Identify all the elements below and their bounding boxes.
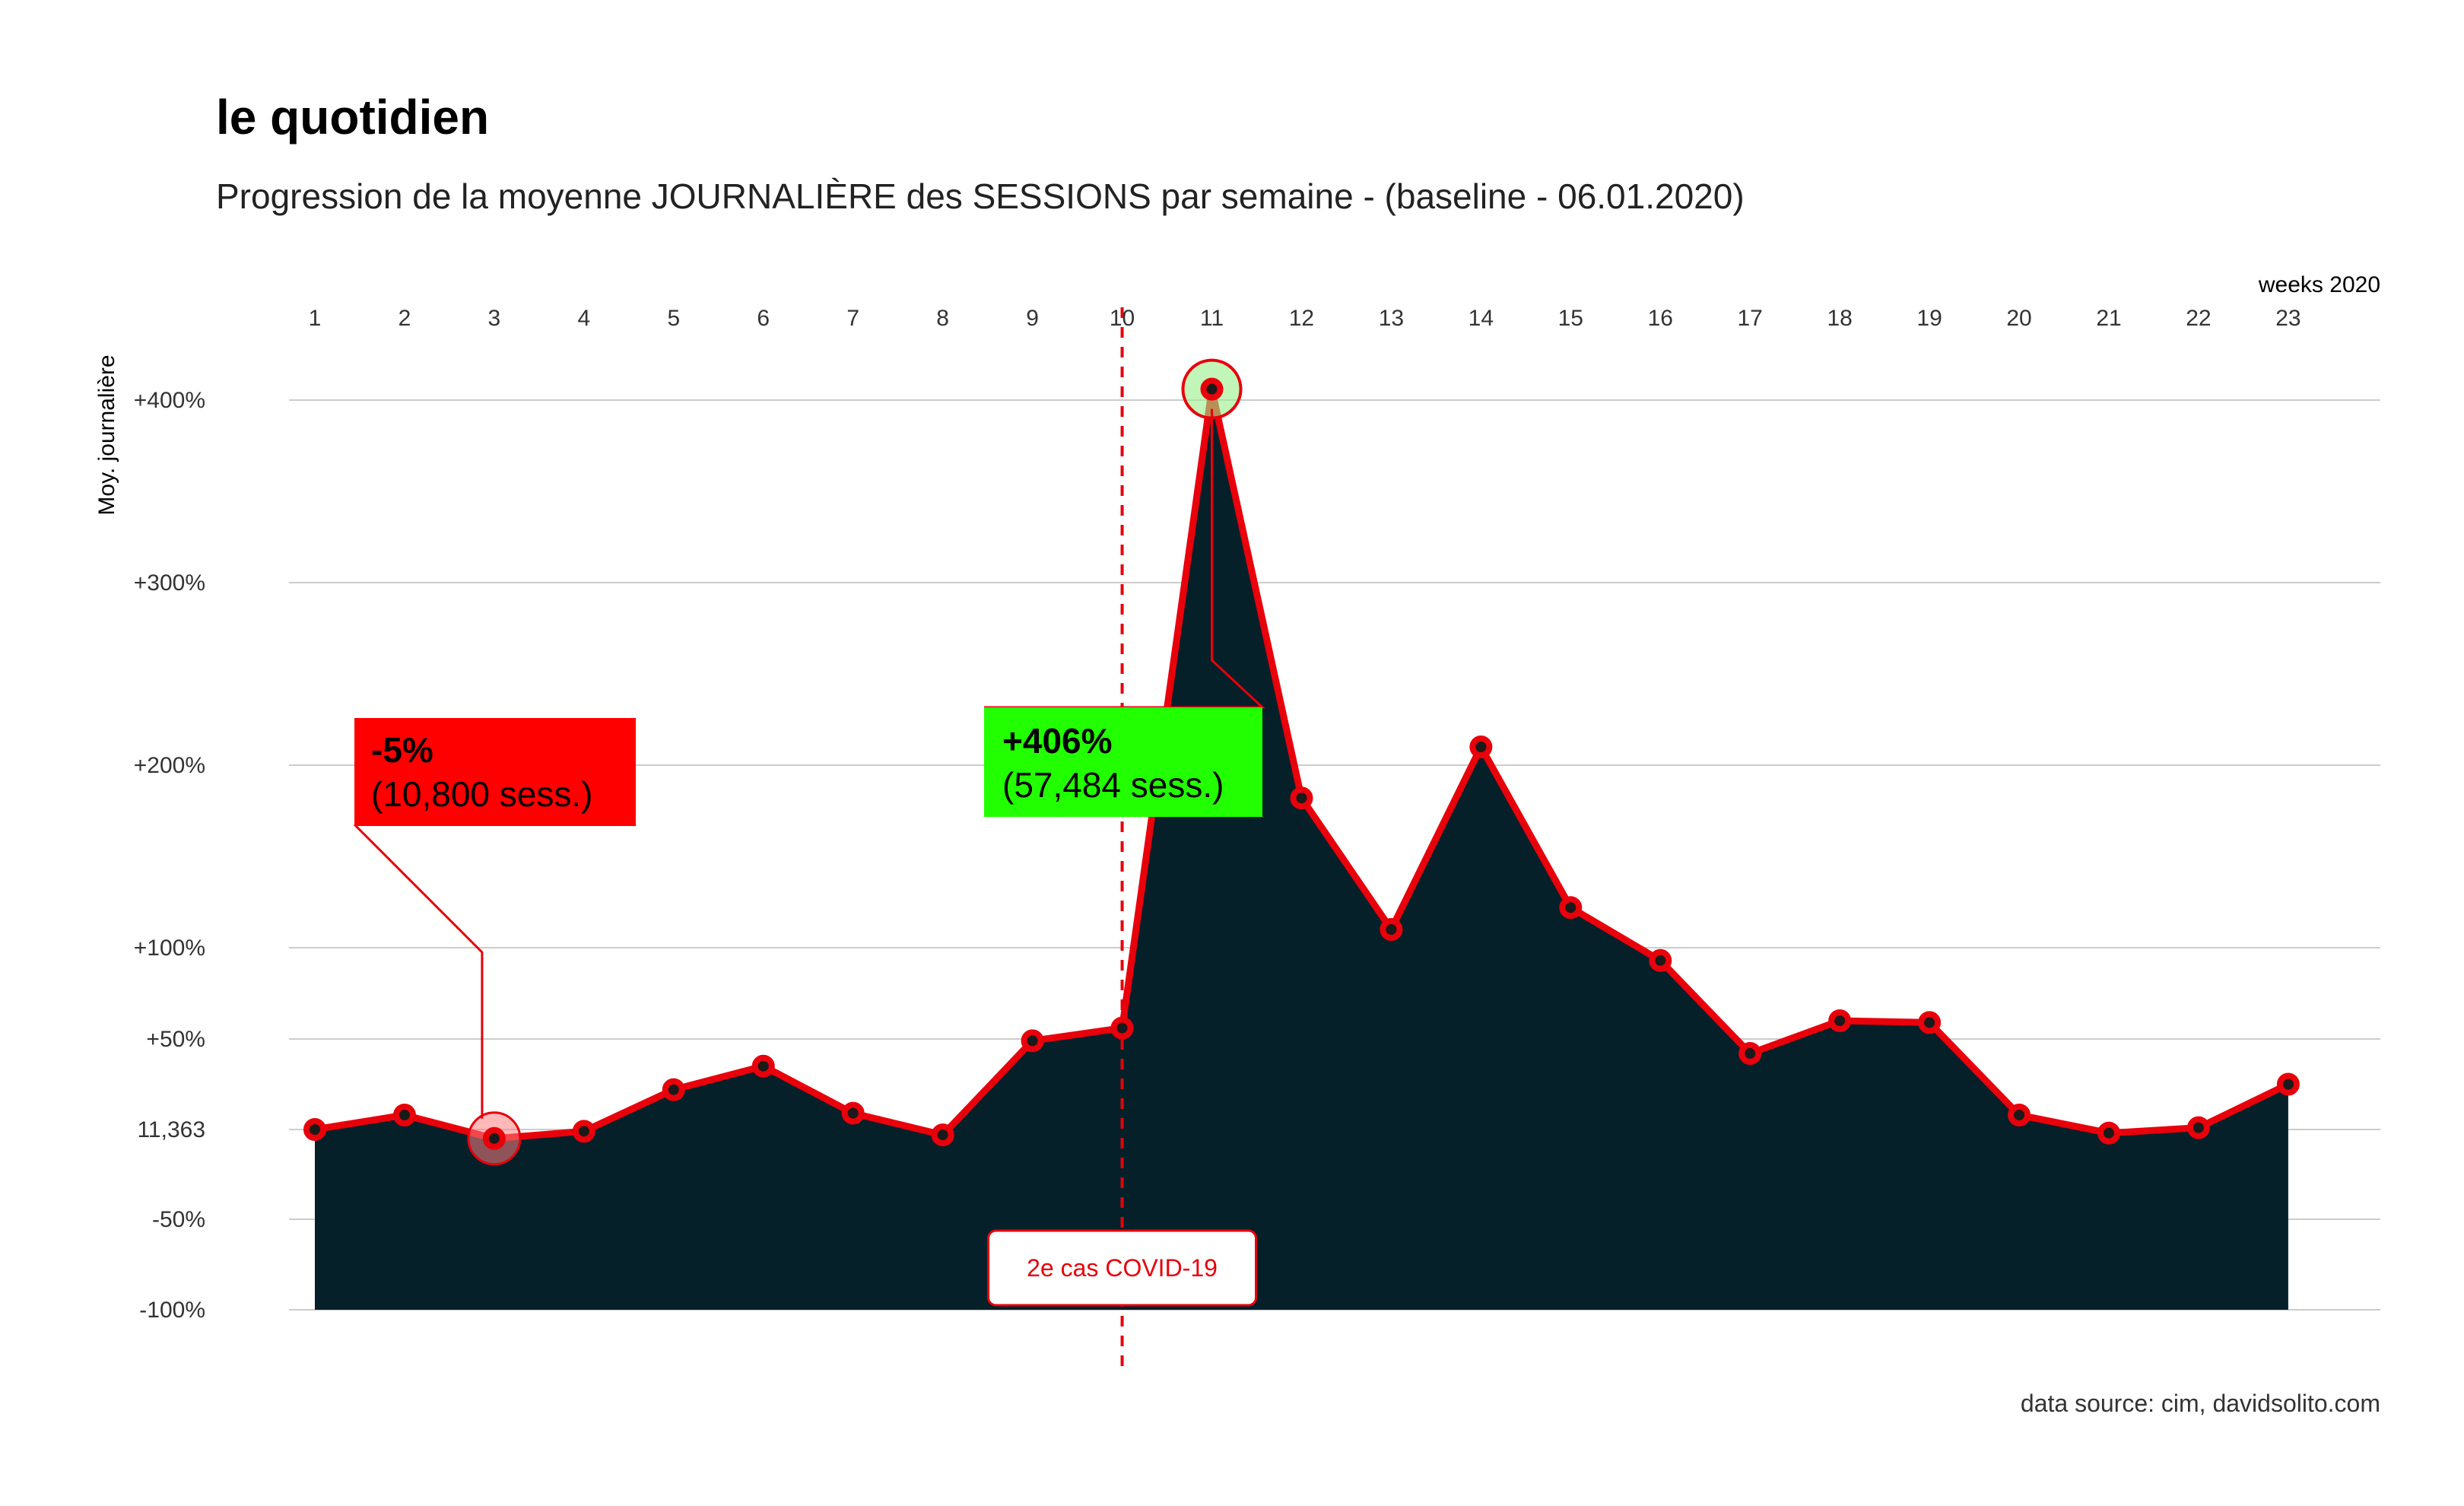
- data-point: [1469, 736, 1493, 758]
- x-tick-label: 9: [1026, 306, 1039, 331]
- x-tick-label: 7: [846, 306, 859, 331]
- axis-layer: -100% -50% 11,363 +50% +100% +200% +300% +400% 1…: [134, 306, 2301, 1323]
- y-tick-label: -50%: [152, 1207, 205, 1232]
- chart-caption: data source: cim, davidsolito.com: [2021, 1390, 2380, 1417]
- x-tick-label: 21: [2096, 306, 2121, 331]
- x-tick-label: 5: [667, 306, 680, 331]
- covid-event-label: 2e cas COVID-19: [1027, 1254, 1218, 1282]
- max-label-box: [984, 707, 1262, 817]
- data-point: [931, 1123, 954, 1147]
- x-tick-label: 16: [1648, 306, 1673, 331]
- x-tick-label: 15: [1558, 306, 1583, 331]
- x-tick-label: 18: [1827, 306, 1852, 331]
- data-point: [392, 1103, 416, 1126]
- area-fill: [315, 389, 2288, 1311]
- x-tick-label: 8: [936, 306, 949, 331]
- y-axis-title: Moy. journalière: [94, 354, 119, 515]
- data-point: [482, 1126, 506, 1150]
- data-point: [1021, 1029, 1044, 1053]
- data-point: [2186, 1116, 2210, 1139]
- min-sessions-label: (10,800 sess.): [371, 774, 592, 814]
- chart-title: le quotidien: [216, 90, 489, 145]
- x-tick-label: 14: [1469, 306, 1494, 331]
- y-tick-label: +100%: [134, 936, 205, 961]
- y-tick-label: +300%: [134, 570, 205, 596]
- data-point: [2008, 1103, 2031, 1126]
- x-tick-label: 22: [2186, 306, 2211, 331]
- data-point: [662, 1078, 685, 1101]
- data-point: [1290, 786, 1313, 810]
- data-point: [1200, 377, 1224, 401]
- x-tick-label: 19: [1916, 306, 1942, 331]
- min-label-box: [354, 718, 636, 826]
- y-tick-label: +400%: [134, 388, 205, 413]
- x-axis-title: weeks 2020: [2258, 272, 2380, 297]
- x-tick-label: 13: [1379, 306, 1404, 331]
- y-tick-label: +200%: [134, 753, 205, 778]
- x-tick-label: 6: [757, 306, 770, 331]
- max-pct-label: +406%: [1002, 721, 1113, 761]
- data-point: [572, 1120, 595, 1143]
- covid-event-layer: 2e cas COVID-19: [987, 307, 1258, 1366]
- data-point: [751, 1054, 775, 1078]
- line-layer: [303, 358, 2300, 1166]
- y-tick-label: 11,363: [137, 1117, 205, 1142]
- data-point: [1649, 948, 1672, 972]
- x-tick-label: 2: [398, 306, 411, 331]
- x-tick-label: 11: [1200, 306, 1224, 331]
- x-tick-label: 10: [1110, 306, 1135, 331]
- data-point: [1828, 1009, 1852, 1032]
- x-tick-label: 17: [1738, 306, 1763, 331]
- x-tick-label: 12: [1289, 306, 1314, 331]
- max-sessions-label: (57,484 sess.): [1002, 765, 1224, 805]
- data-point: [1110, 1016, 1134, 1040]
- x-tick-label: 4: [578, 306, 591, 331]
- annotation-layer: -5%(10,800 sess.) +406%(57,484 sess.): [353, 408, 1265, 1119]
- data-point: [2276, 1072, 2300, 1096]
- data-point: [1559, 896, 1583, 920]
- chart-subtitle: Progression de la moyenne JOURNALIÈRE de…: [216, 176, 1745, 216]
- y-tick-label: +50%: [146, 1027, 205, 1052]
- data-point: [841, 1101, 865, 1125]
- data-point: [1380, 918, 1403, 941]
- x-tick-label: 1: [309, 306, 322, 331]
- x-tick-label: 3: [488, 306, 501, 331]
- data-point: [1918, 1011, 1942, 1034]
- data-point: [2097, 1121, 2120, 1145]
- min-leader-line: [353, 823, 484, 1119]
- min-pct-label: -5%: [371, 730, 433, 770]
- data-point: [1738, 1042, 1762, 1066]
- y-tick-label: -100%: [139, 1298, 205, 1323]
- data-point: [303, 1118, 326, 1141]
- covid-event-box: [987, 1229, 1258, 1307]
- area-layer: [315, 389, 2288, 1311]
- x-tick-label: 20: [2006, 306, 2031, 331]
- x-tick-label: 23: [2275, 306, 2300, 331]
